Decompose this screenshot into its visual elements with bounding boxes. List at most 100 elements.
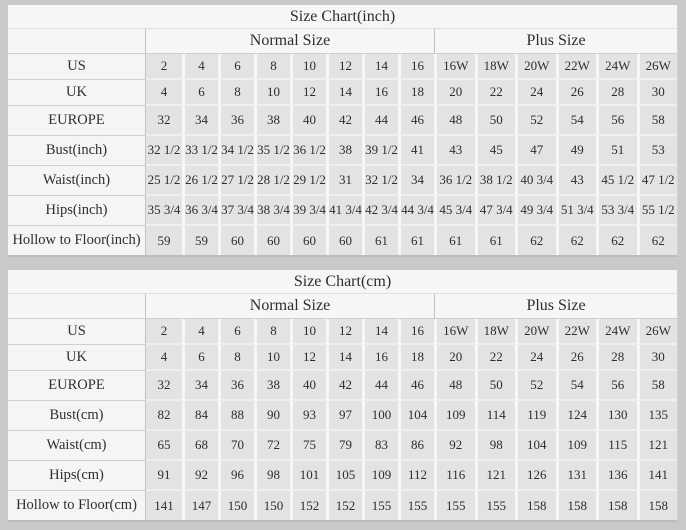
size-cell: 50 (474, 371, 515, 401)
size-cell: 86 (398, 431, 434, 461)
size-cell: 158 (555, 491, 596, 520)
size-cell: 34 1/2 (218, 136, 254, 166)
size-cell: 14 (326, 345, 362, 371)
size-cell: 60 (290, 226, 326, 255)
size-cell: 92 (434, 431, 475, 461)
row-label: Hips(cm) (8, 461, 146, 491)
size-cell: 6 (218, 319, 254, 345)
size-cell: 68 (182, 431, 218, 461)
size-cell: 28 (596, 345, 637, 371)
size-cell: 42 (326, 371, 362, 401)
size-cell: 28 1/2 (254, 166, 290, 196)
size-cell: 62 (555, 226, 596, 255)
size-cell: 104 (398, 401, 434, 431)
size-cell: 158 (596, 491, 637, 520)
table-row: Waist(cm) 65 68 70 72 75 79 83 86 92 98 104 109 115 12… (8, 431, 677, 461)
size-group-header: Normal Size (146, 29, 434, 54)
size-cell: 32 1/2 (362, 166, 398, 196)
size-cell: 16 (362, 80, 398, 106)
size-cell: 155 (362, 491, 398, 520)
size-cell: 60 (218, 226, 254, 255)
size-cell: 130 (596, 401, 637, 431)
size-cell: 70 (218, 431, 254, 461)
corner-cell (8, 294, 146, 319)
size-cell: 115 (596, 431, 637, 461)
size-cell: 4 (182, 54, 218, 80)
size-cell: 104 (515, 431, 556, 461)
size-cell: 152 (290, 491, 326, 520)
size-cell: 26W (636, 54, 677, 80)
table-row: US 2 4 6 8 10 12 14 16 16W 18W 20W 22W 24W 26W (8, 319, 677, 345)
table-title: Size Chart(inch) (8, 5, 677, 29)
size-cell: 28 (596, 80, 637, 106)
size-cell: 4 (146, 345, 182, 371)
size-cell: 40 3/4 (515, 166, 556, 196)
size-cell: 14 (326, 80, 362, 106)
size-cell: 38 (254, 371, 290, 401)
size-cell: 10 (290, 54, 326, 80)
size-cell: 18 (398, 345, 434, 371)
size-cell: 22W (555, 319, 596, 345)
size-cell: 72 (254, 431, 290, 461)
size-cell: 147 (182, 491, 218, 520)
size-cell: 2 (146, 54, 182, 80)
size-cell: 41 (398, 136, 434, 166)
size-cell: 152 (326, 491, 362, 520)
size-cell: 6 (182, 345, 218, 371)
row-label: Waist(inch) (8, 166, 146, 196)
size-cell: 36 (218, 106, 254, 136)
size-cell: 49 3/4 (515, 196, 556, 226)
size-cell: 58 (636, 106, 677, 136)
size-cell: 32 1/2 (146, 136, 182, 166)
size-cell: 93 (290, 401, 326, 431)
table-row: Bust(cm) 82 84 88 90 93 97 100 104 109 114 119 124 13… (8, 401, 677, 431)
size-cell: 39 1/2 (362, 136, 398, 166)
size-cell: 90 (254, 401, 290, 431)
corner-cell (8, 29, 146, 54)
size-cell: 54 (555, 371, 596, 401)
size-cell: 26 (555, 345, 596, 371)
size-cell: 51 (596, 136, 637, 166)
size-cell: 30 (636, 345, 677, 371)
size-cell: 8 (254, 54, 290, 80)
row-label: EUROPE (8, 106, 146, 136)
table-title: Size Chart(cm) (8, 270, 677, 294)
size-cell: 20 (434, 345, 475, 371)
size-cell: 38 1/2 (474, 166, 515, 196)
size-cell: 36 1/2 (434, 166, 475, 196)
size-cell: 36 1/2 (290, 136, 326, 166)
size-cell: 46 (398, 106, 434, 136)
table-row: Hollow to Floor(inch) 59 59 60 60 60 60 61 61 61 6… (8, 226, 677, 255)
size-cell: 51 3/4 (555, 196, 596, 226)
size-cell: 27 1/2 (218, 166, 254, 196)
size-cell: 54 (555, 106, 596, 136)
size-cell: 26W (636, 319, 677, 345)
size-group-header: Normal Size (146, 294, 434, 319)
size-cell: 44 3/4 (398, 196, 434, 226)
size-cell: 155 (434, 491, 475, 520)
size-cell: 16 (362, 345, 398, 371)
size-cell: 24W (596, 54, 637, 80)
table-row: UK 4 6 8 10 12 14 16 18 20 22 24 26 28 30 (8, 345, 677, 371)
size-cell: 34 (398, 166, 434, 196)
size-cell: 62 (596, 226, 637, 255)
table-row: EUROPE 32 34 36 38 40 42 44 46 48 50 52 54 56 58 (8, 106, 677, 136)
size-cell: 49 (555, 136, 596, 166)
size-cell: 20W (515, 54, 556, 80)
size-cell: 109 (434, 401, 475, 431)
size-cell: 96 (218, 461, 254, 491)
size-cell: 60 (254, 226, 290, 255)
size-cell: 124 (555, 401, 596, 431)
size-cell: 62 (515, 226, 556, 255)
size-cell: 52 (515, 371, 556, 401)
size-cell: 116 (434, 461, 475, 491)
size-cell: 29 1/2 (290, 166, 326, 196)
row-label: EUROPE (8, 371, 146, 401)
size-cell: 14 (362, 54, 398, 80)
table-row: UK 4 6 8 10 12 14 16 18 20 22 24 26 28 30 (8, 80, 677, 106)
table-row: EUROPE 32 34 36 38 40 42 44 46 48 50 52 54 56 58 (8, 371, 677, 401)
size-cell: 41 3/4 (326, 196, 362, 226)
size-cell: 30 (636, 80, 677, 106)
size-cell: 114 (474, 401, 515, 431)
